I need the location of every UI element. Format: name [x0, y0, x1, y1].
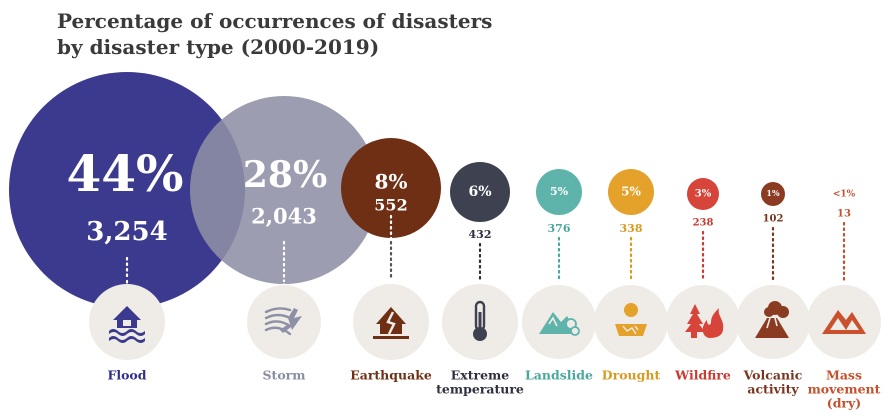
- category-label: activity: [747, 382, 799, 397]
- bubble-storm-wind: [190, 96, 378, 284]
- category-label: movement: [808, 382, 881, 397]
- category-label: (dry): [827, 396, 861, 411]
- percent-label: <1%: [833, 190, 856, 200]
- percent-label: 3%: [695, 189, 712, 200]
- category-7: 3% 238 Wildfire: [666, 189, 740, 383]
- count-label: 2,043: [251, 204, 317, 229]
- percent-label: 44%: [66, 144, 183, 203]
- bubble-flood-house: [9, 72, 245, 308]
- chart-title-line-1: Percentage of occurrences of disasters: [57, 9, 493, 33]
- count-label: 238: [693, 218, 714, 229]
- chart-title: Percentage of occurrences of disasters b…: [57, 8, 492, 60]
- mountain-icon: [807, 285, 881, 359]
- percent-label: 5%: [621, 185, 641, 199]
- count-label: 376: [548, 222, 571, 235]
- category-label: Drought: [602, 368, 661, 383]
- bubble-earthquake-house: [341, 138, 441, 238]
- category-3: 8% 552 Earthquake: [350, 170, 432, 383]
- category-6: 5% 338 Drought: [594, 185, 668, 383]
- category-label: Flood: [107, 368, 146, 383]
- category-label: Landslide: [525, 368, 593, 383]
- percent-label: 6%: [468, 184, 491, 200]
- bubble-wildfire: [687, 178, 719, 210]
- percent-label: 8%: [375, 170, 408, 194]
- count-label: 13: [837, 209, 851, 220]
- category-label: temperature: [436, 382, 524, 397]
- percent-label: 5%: [550, 185, 569, 198]
- count-label: 338: [620, 222, 643, 235]
- bubble-volcano: [761, 182, 785, 206]
- category-label: Earthquake: [350, 368, 432, 383]
- category-label: Storm: [263, 368, 306, 383]
- category-1: 44% 3,254 Flood: [66, 144, 183, 383]
- bubble-thermometer: [450, 162, 510, 222]
- category-label: Mass: [826, 368, 862, 383]
- category-2: 28% 2,043 Storm: [243, 154, 327, 383]
- category-label: Volcanic: [743, 368, 803, 383]
- landslide-icon: [522, 285, 596, 359]
- category-5: 5% 376 Landslide: [522, 185, 596, 383]
- wildfire-icon: [666, 285, 740, 359]
- thermometer-icon: [442, 284, 518, 360]
- drought-icon: [594, 285, 668, 359]
- count-label: 432: [469, 228, 492, 241]
- storm-wind-icon: [247, 285, 321, 359]
- percent-label: 1%: [766, 188, 780, 198]
- count-label: 552: [374, 196, 407, 215]
- earthquake-house-icon: [353, 284, 429, 360]
- category-label: Extreme: [451, 368, 510, 383]
- bubble-landslide: [536, 169, 582, 215]
- count-label: 3,254: [86, 217, 167, 247]
- volcano-icon: [736, 285, 810, 359]
- count-label: 102: [763, 214, 784, 225]
- chart-title-line-2: by disaster type (2000-2019): [57, 35, 380, 59]
- flood-house-icon: [89, 284, 165, 360]
- percent-label: 28%: [243, 154, 327, 196]
- bubble-drought: [608, 169, 654, 215]
- category-label: Wildfire: [674, 368, 731, 383]
